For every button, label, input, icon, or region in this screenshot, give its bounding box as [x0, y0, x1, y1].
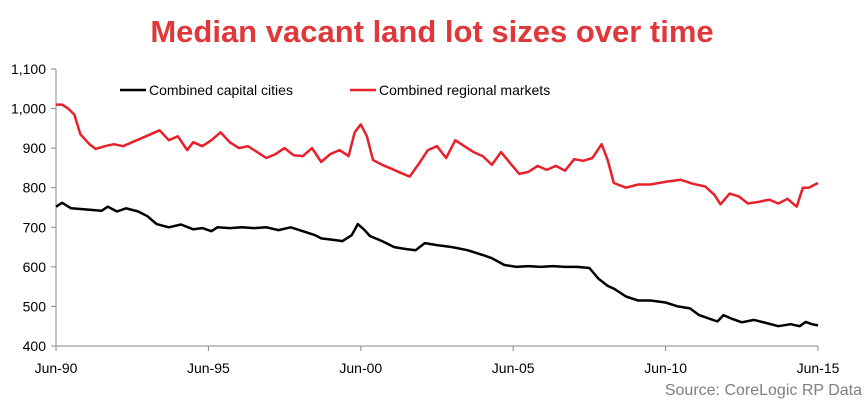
source-note: Source: CoreLogic RP Data [664, 382, 862, 399]
x-tick-label: Jun-00 [339, 360, 382, 376]
legend: Combined capital cities Combined regional… [120, 82, 550, 98]
series-line-capital-cities [55, 201, 819, 328]
chart-title: Median vacant land lot sizes over time [150, 14, 714, 49]
x-tick-label: Jun-95 [187, 360, 230, 376]
series-line-regional-markets [56, 103, 819, 208]
x-tick-label: Jun-10 [644, 360, 687, 376]
y-tick-label: 800 [23, 180, 47, 196]
y-tick-label: 600 [23, 259, 47, 275]
y-tick-label: 1,100 [11, 61, 46, 77]
x-tick-label: Jun-05 [492, 360, 535, 376]
legend-label: Combined capital cities [149, 82, 293, 98]
legend-label: Combined regional markets [379, 82, 550, 98]
y-tick-label: 500 [23, 298, 47, 314]
x-tick-label: Jun-15 [797, 360, 840, 376]
chart-axes [51, 68, 819, 351]
y-tick-label: 900 [23, 140, 47, 156]
series-lines [55, 103, 819, 328]
y-tick-label: 1,000 [11, 101, 46, 117]
y-tick-label: 400 [23, 338, 47, 354]
y-tick-label: 700 [23, 219, 47, 235]
x-tick-labels: Jun-90 Jun-95 Jun-00 Jun-05 Jun-10 Jun-15 [35, 360, 840, 376]
y-tick-labels: 400 500 600 700 800 900 1,000 1,100 [11, 61, 46, 354]
x-tick-label: Jun-90 [35, 360, 78, 376]
